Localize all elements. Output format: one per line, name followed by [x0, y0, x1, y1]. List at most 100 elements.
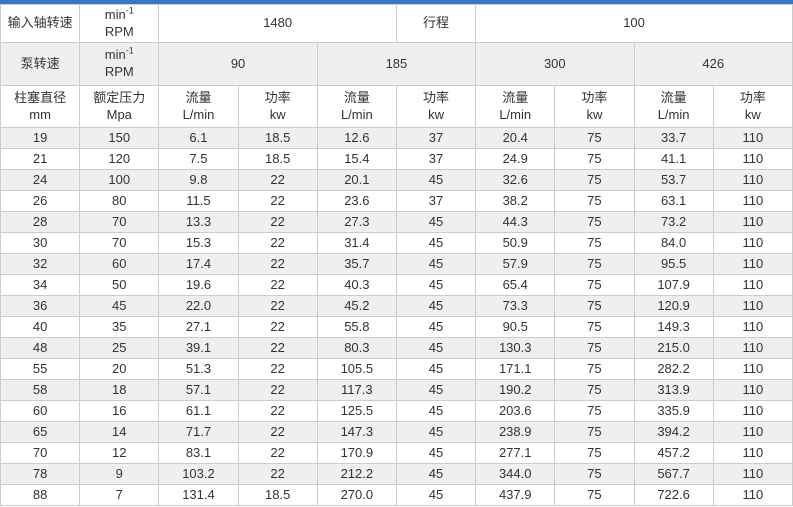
table-row: 58 18 57.1 22 117.3 45 190.2 75 313.9 110 [0, 379, 793, 401]
table-cell: 65.4 [475, 274, 556, 296]
table-row: 21 120 7.5 18.5 15.4 37 24.9 75 41.1 110 [0, 148, 793, 170]
table-cell: 437.9 [475, 484, 556, 506]
table-cell: 41.1 [633, 148, 714, 170]
table-cell: 35 [79, 316, 160, 338]
table-cell: 110 [712, 337, 793, 359]
table-cell: 22 [237, 190, 318, 212]
table-cell: 27.3 [316, 211, 397, 233]
table-cell: 45 [395, 169, 477, 191]
table-cell: 147.3 [316, 421, 397, 443]
table-cell: 22 [237, 379, 318, 401]
table-row: 36 45 22.0 22 45.2 45 73.3 75 120.9 110 [0, 295, 793, 317]
table-cell: 58 [0, 379, 81, 401]
table-cell: 12.6 [316, 127, 397, 149]
table-row: 19 150 6.1 18.5 12.6 37 20.4 75 33.7 110 [0, 127, 793, 149]
table-cell: 18.5 [237, 148, 318, 170]
table-cell: 75 [554, 148, 635, 170]
top-accent-bar [0, 0, 793, 4]
stroke-value: 100 [475, 4, 793, 43]
unit-rpm: RPM [104, 23, 134, 39]
table-cell: 45 [395, 442, 477, 464]
table-cell: 18.5 [237, 484, 318, 506]
table-cell: 110 [712, 421, 793, 443]
power-header-2: 功率 kw [395, 85, 477, 128]
unit-rpm: RPM [104, 64, 134, 79]
unit-superscript: -1 [125, 45, 134, 56]
table-cell: 45 [395, 463, 477, 485]
table-cell: 16 [79, 400, 160, 422]
pump-speed-value-426: 426 [633, 42, 793, 86]
table-cell: 84.0 [633, 232, 714, 254]
table-cell: 70 [79, 232, 160, 254]
power-header-unit: kw [428, 106, 444, 122]
table-row: 26 80 11.5 22 23.6 37 38.2 75 63.1 110 [0, 190, 793, 212]
flow-header-text: 流量 [502, 89, 529, 105]
table-cell: 110 [712, 253, 793, 275]
table-row: 30 70 15.3 22 31.4 45 50.9 75 84.0 110 [0, 232, 793, 254]
table-cell: 73.2 [633, 211, 714, 233]
input-shaft-speed-label: 输入轴转速 [0, 4, 81, 43]
table-cell: 335.9 [633, 400, 714, 422]
table-cell: 344.0 [475, 463, 556, 485]
table-cell: 45 [395, 484, 477, 506]
flow-header-text: 流量 [343, 89, 370, 105]
table-cell: 36 [0, 295, 81, 317]
table-cell: 45 [395, 421, 477, 443]
flow-header-1: 流量 L/min [158, 85, 239, 128]
table-cell: 20.1 [316, 169, 397, 191]
table-cell: 31.4 [316, 232, 397, 254]
table-cell: 171.1 [475, 358, 556, 380]
table-cell: 45 [395, 211, 477, 233]
flow-header-4: 流量 L/min [633, 85, 714, 128]
unit-base: min [104, 47, 126, 63]
table-cell: 38.2 [475, 190, 556, 212]
input-speed-unit-cell: min-1 RPM [79, 4, 160, 43]
power-header-text: 功率 [581, 89, 608, 105]
power-header-text: 功率 [739, 89, 766, 105]
table-row: 78 9 103.2 22 212.2 45 344.0 75 567.7 110 [0, 463, 793, 485]
table-cell: 22 [237, 358, 318, 380]
table-cell: 22 [237, 211, 318, 233]
table-cell: 277.1 [475, 442, 556, 464]
table-cell: 722.6 [633, 484, 714, 506]
table-cell: 107.9 [633, 274, 714, 296]
pump-speed-value-300: 300 [475, 42, 635, 86]
table-cell: 75 [554, 274, 635, 296]
table-cell: 110 [712, 379, 793, 401]
table-cell: 22 [237, 442, 318, 464]
table-cell: 19 [0, 127, 81, 149]
table-row: 88 7 131.4 18.5 270.0 45 437.9 75 722.6 110 [0, 484, 793, 506]
table-row: 32 60 17.4 22 35.7 45 57.9 75 95.5 110 [0, 253, 793, 275]
table-cell: 24.9 [475, 148, 556, 170]
table-cell: 45 [395, 295, 477, 317]
table-cell: 60 [79, 253, 160, 275]
column-headers-row: 柱塞直径 mm 额定压力 Mpa 流量 L/min 功率 kw 流量 L/min 功率 kw… [0, 85, 793, 128]
flow-header-unit: L/min [499, 106, 532, 122]
table-cell: 110 [712, 484, 793, 506]
table-cell: 19.6 [158, 274, 239, 296]
table-cell: 28 [0, 211, 81, 233]
power-header-unit: kw [586, 106, 603, 122]
table-cell: 63.1 [633, 190, 714, 212]
stroke-label: 行程 [395, 4, 477, 43]
table-cell: 100 [79, 169, 160, 191]
flow-header-unit: L/min [182, 106, 215, 122]
table-cell: 50.9 [475, 232, 556, 254]
table-cell: 212.2 [316, 463, 397, 485]
table-cell: 75 [554, 400, 635, 422]
table-cell: 75 [554, 253, 635, 275]
table-cell: 215.0 [633, 337, 714, 359]
table-cell: 15.3 [158, 232, 239, 254]
table-cell: 70 [0, 442, 81, 464]
table-cell: 75 [554, 337, 635, 359]
table-cell: 170.9 [316, 442, 397, 464]
unit-superscript: -1 [125, 5, 134, 16]
table-cell: 71.7 [158, 421, 239, 443]
table-cell: 57.1 [158, 379, 239, 401]
diameter-header-text: 柱塞直径 [14, 89, 67, 105]
power-header-3: 功率 kw [554, 85, 635, 128]
table-cell: 7.5 [158, 148, 239, 170]
table-cell: 15.4 [316, 148, 397, 170]
table-cell: 45 [395, 316, 477, 338]
table-cell: 57.9 [475, 253, 556, 275]
